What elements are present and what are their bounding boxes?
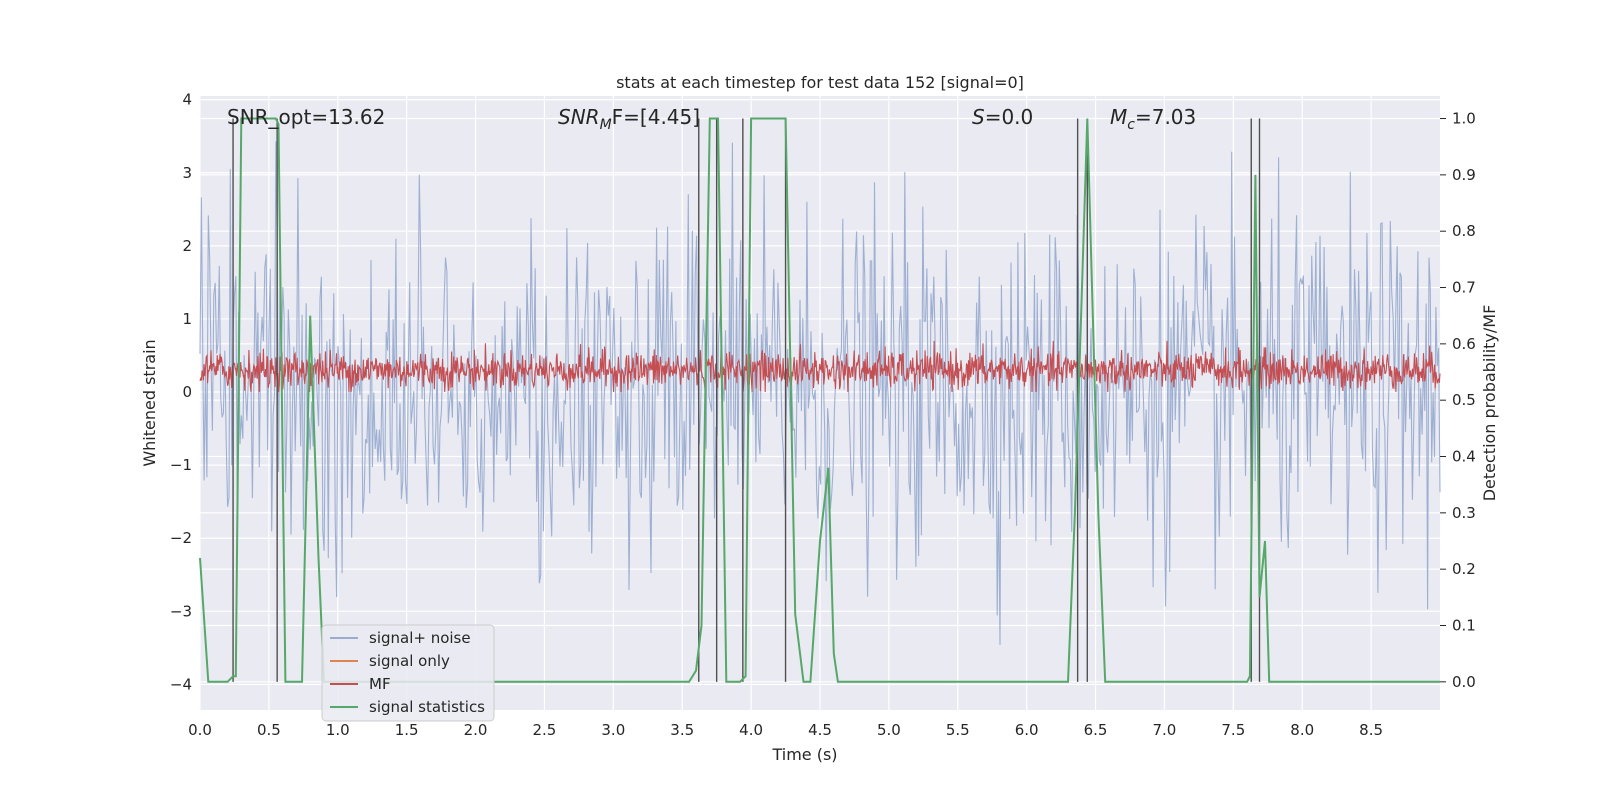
y2-tick-label: 0.2 bbox=[1452, 560, 1476, 578]
annotation-s-name: S bbox=[972, 105, 985, 129]
x-tick-label: 1.0 bbox=[326, 721, 350, 739]
annotation-mc: Mc=7.03 bbox=[1110, 105, 1196, 133]
x-tick-label: 6.0 bbox=[1015, 721, 1039, 739]
signal-noise-line bbox=[199, 141, 1441, 645]
y-tick-label: −1 bbox=[170, 456, 192, 474]
x-tick-label: 8.5 bbox=[1359, 721, 1383, 739]
y-tick-label: 1 bbox=[182, 310, 192, 328]
y-tick-label: −4 bbox=[170, 675, 192, 693]
legend-label-noise: signal+ noise bbox=[369, 629, 471, 647]
y-tick-label: −2 bbox=[170, 529, 192, 547]
x-tick-label: 8.0 bbox=[1290, 721, 1314, 739]
y-tick-label: −3 bbox=[170, 602, 192, 620]
x-tick-label: 7.0 bbox=[1153, 721, 1177, 739]
legend-label-signal-statistics: signal statistics bbox=[369, 698, 485, 716]
mf-series bbox=[199, 340, 1441, 393]
x-tick-label: 4.5 bbox=[808, 721, 832, 739]
x-tick-label: 5.5 bbox=[946, 721, 970, 739]
legend-box bbox=[321, 624, 495, 722]
y2-tick-label: 0.8 bbox=[1452, 222, 1476, 240]
annotation-mc-rest: =7.03 bbox=[1135, 105, 1196, 129]
y-tick-label: 0 bbox=[182, 383, 192, 401]
x-tick-label: 6.5 bbox=[1084, 721, 1108, 739]
x-axis-ticks: 0.0 0.5 1.0 1.5 2.0 2.5 3.0 3.5 4.0 4.5 5.0 5.5 6.0 6… bbox=[188, 721, 1383, 739]
legend: signal+ noise signal only MF signal stat… bbox=[321, 624, 495, 722]
x-tick-label: 4.0 bbox=[739, 721, 763, 739]
x-tick-label: 2.0 bbox=[464, 721, 488, 739]
annotation-snr-mf-rest: F=[4.45] bbox=[612, 105, 700, 129]
annotation-snr-mf-sub: M bbox=[600, 117, 612, 133]
x-tick-label: 5.0 bbox=[877, 721, 901, 739]
y-tick-label: 2 bbox=[182, 237, 192, 255]
x-tick-label: 3.0 bbox=[601, 721, 625, 739]
legend-label-signal-only: signal only bbox=[369, 652, 450, 670]
annotation-snr-opt: SNR_opt=13.62 bbox=[227, 105, 385, 129]
y2-axis-label: Detection probability/MF bbox=[1480, 305, 1499, 502]
y2-tick-label: 0.5 bbox=[1452, 391, 1476, 409]
y-axis-label: Whitened strain bbox=[140, 339, 159, 466]
x-tick-label: 1.5 bbox=[395, 721, 419, 739]
y2-axis-ticks: 0.0 0.1 0.2 0.3 0.4 0.5 0.6 0.7 0.8 0.9 1.0 bbox=[1440, 110, 1476, 691]
legend-label-mf: MF bbox=[369, 675, 391, 693]
annotation-mc-name: M bbox=[1110, 105, 1127, 129]
x-tick-label: 3.5 bbox=[670, 721, 694, 739]
y2-tick-label: 0.9 bbox=[1452, 166, 1476, 184]
annotation-s-rest: =0.0 bbox=[985, 105, 1034, 129]
y2-tick-label: 1.0 bbox=[1452, 110, 1476, 128]
x-tick-label: 0.0 bbox=[188, 721, 212, 739]
annotation-snr-mf-name: SNR bbox=[558, 105, 600, 129]
x-axis-label: Time (s) bbox=[771, 745, 837, 764]
signal-statistics-series bbox=[199, 117, 1440, 683]
signal-noise-series bbox=[199, 141, 1441, 645]
x-tick-label: 0.5 bbox=[257, 721, 281, 739]
chart-title: stats at each timestep for test data 152… bbox=[616, 73, 1024, 92]
y2-tick-label: 0.4 bbox=[1452, 448, 1476, 466]
annotation-s: S=0.0 bbox=[972, 105, 1033, 129]
signal-statistics-line bbox=[199, 117, 1440, 683]
mf-line bbox=[199, 340, 1441, 393]
y2-tick-label: 0.6 bbox=[1452, 335, 1476, 353]
y-tick-label: 4 bbox=[182, 91, 192, 109]
x-tick-label: 2.5 bbox=[533, 721, 557, 739]
y2-tick-label: 0.0 bbox=[1452, 673, 1476, 691]
y2-tick-label: 0.1 bbox=[1452, 617, 1476, 635]
y-tick-label: 3 bbox=[182, 164, 192, 182]
annotation-mc-sub: c bbox=[1127, 117, 1135, 133]
y2-tick-label: 0.7 bbox=[1452, 279, 1476, 297]
x-tick-label: 7.5 bbox=[1221, 721, 1245, 739]
annotation-snr-mf: SNRMF=[4.45] bbox=[558, 105, 700, 133]
y-axis-ticks: −4 −3 −2 −1 0 1 2 3 4 bbox=[170, 91, 192, 694]
y2-tick-label: 0.3 bbox=[1452, 504, 1476, 522]
